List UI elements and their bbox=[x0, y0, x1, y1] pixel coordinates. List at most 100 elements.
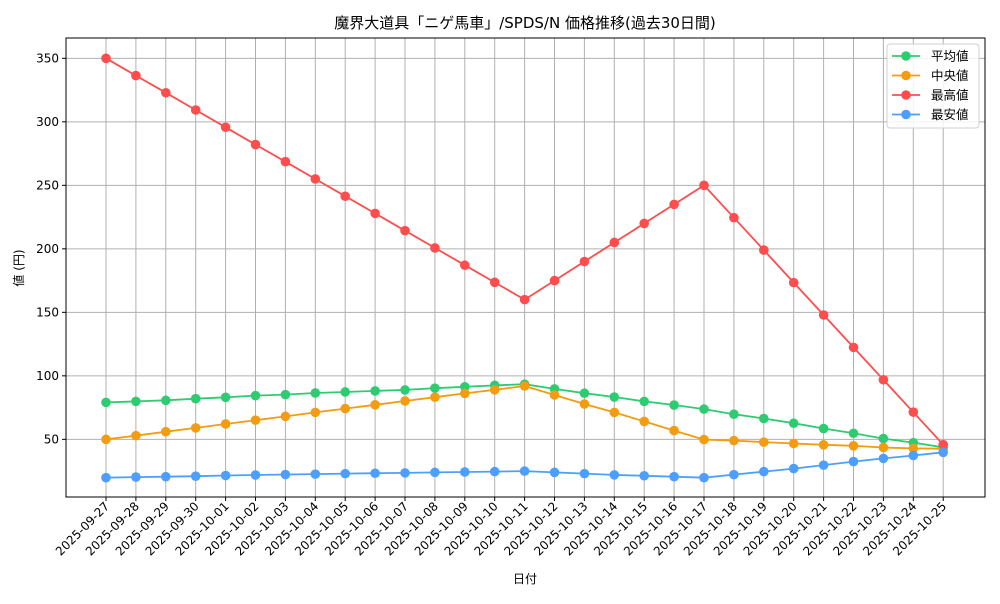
data-point-marker bbox=[220, 419, 231, 429]
data-point-marker bbox=[848, 342, 859, 353]
data-point-marker bbox=[190, 393, 201, 404]
data-point-marker bbox=[161, 426, 171, 437]
y-tick-label: 100 bbox=[36, 369, 59, 383]
data-point-marker bbox=[340, 387, 351, 397]
legend-marker-icon bbox=[901, 90, 911, 100]
data-point-marker bbox=[460, 467, 470, 477]
data-point-marker bbox=[460, 381, 470, 392]
data-point-marker bbox=[280, 411, 291, 422]
data-point-marker bbox=[609, 470, 620, 480]
data-point-marker bbox=[579, 399, 590, 409]
data-point-marker bbox=[400, 225, 410, 236]
data-point-marker bbox=[579, 468, 590, 479]
legend-marker-icon bbox=[901, 51, 911, 61]
data-point-marker bbox=[489, 466, 500, 477]
legend-label: 平均値 bbox=[931, 49, 969, 64]
data-point-marker bbox=[370, 208, 380, 219]
data-point-marker bbox=[788, 438, 799, 449]
data-point-marker bbox=[788, 418, 799, 429]
data-point-marker bbox=[519, 466, 530, 476]
y-axis-ticks: 50 100 150 200 250 300 350 bbox=[36, 51, 66, 446]
data-point-marker bbox=[460, 260, 470, 271]
data-point-marker bbox=[848, 428, 859, 439]
data-point-marker bbox=[878, 374, 889, 385]
data-point-marker bbox=[519, 381, 530, 391]
data-point-marker bbox=[489, 385, 500, 395]
data-point-marker bbox=[430, 392, 440, 402]
data-point-marker bbox=[639, 218, 649, 229]
y-tick-label: 300 bbox=[36, 115, 59, 129]
data-point-marker bbox=[938, 447, 948, 458]
legend-marker-icon bbox=[901, 70, 911, 81]
y-tick-label: 200 bbox=[36, 242, 59, 256]
data-point-marker bbox=[220, 392, 231, 403]
y-tick-label: 150 bbox=[36, 305, 59, 319]
data-point-marker bbox=[639, 416, 649, 427]
data-point-marker bbox=[878, 453, 889, 464]
data-point-marker bbox=[609, 237, 620, 248]
data-point-marker bbox=[340, 468, 351, 479]
data-point-marker bbox=[280, 156, 291, 167]
data-point-marker bbox=[340, 403, 351, 414]
data-point-marker bbox=[878, 433, 889, 444]
chart-title: 魔界大道具「ニゲ馬車」/SPDS/N 価格推移(過去30日間) bbox=[334, 14, 716, 32]
data-point-marker bbox=[131, 70, 141, 81]
data-point-marker bbox=[759, 413, 769, 424]
legend-box bbox=[886, 43, 980, 129]
series-2 bbox=[101, 53, 948, 450]
data-point-marker bbox=[101, 434, 111, 445]
data-point-marker bbox=[250, 415, 261, 425]
data-point-marker bbox=[489, 277, 500, 288]
data-point-marker bbox=[579, 256, 590, 267]
data-point-marker bbox=[609, 392, 620, 402]
data-point-marker bbox=[759, 466, 769, 477]
data-point-marker bbox=[131, 396, 141, 407]
data-point-marker bbox=[430, 383, 440, 393]
legend-marker-icon bbox=[901, 109, 911, 120]
data-point-marker bbox=[699, 434, 709, 445]
data-point-marker bbox=[729, 435, 739, 446]
data-point-marker bbox=[190, 105, 201, 115]
data-point-marker bbox=[639, 396, 649, 407]
series-3 bbox=[101, 447, 948, 483]
x-axis-ticks: 2025-09-272025-09-282025-09-292025-09-30… bbox=[53, 497, 949, 558]
data-point-marker bbox=[579, 388, 590, 399]
x-axis-label: 日付 bbox=[513, 572, 537, 586]
data-point-marker bbox=[699, 404, 709, 414]
y-tick-label: 350 bbox=[36, 51, 59, 65]
legend-label: 中央値 bbox=[931, 68, 969, 83]
data-point-marker bbox=[220, 122, 231, 133]
data-point-marker bbox=[101, 472, 111, 483]
data-point-marker bbox=[699, 180, 709, 191]
data-point-marker bbox=[818, 460, 829, 470]
data-point-marker bbox=[639, 470, 649, 481]
data-point-marker bbox=[161, 87, 171, 98]
data-point-marker bbox=[818, 310, 829, 320]
data-point-marker bbox=[729, 409, 739, 419]
plot-frame bbox=[65, 37, 986, 498]
data-point-marker bbox=[609, 407, 620, 418]
legend-label: 最高値 bbox=[931, 88, 969, 103]
data-point-marker bbox=[430, 243, 440, 253]
data-point-marker bbox=[280, 469, 291, 480]
series-lines bbox=[101, 53, 948, 483]
data-point-marker bbox=[669, 400, 679, 410]
data-point-marker bbox=[280, 389, 291, 400]
data-point-marker bbox=[908, 443, 919, 454]
data-point-marker bbox=[729, 212, 739, 223]
data-point-marker bbox=[818, 423, 829, 434]
y-tick-label: 50 bbox=[44, 432, 59, 446]
data-point-marker bbox=[370, 399, 380, 410]
data-point-marker bbox=[310, 388, 321, 398]
data-point-marker bbox=[848, 441, 859, 451]
data-point-marker bbox=[729, 469, 739, 480]
data-point-marker bbox=[190, 423, 201, 433]
data-point-marker bbox=[759, 437, 769, 447]
legend-label: 最安値 bbox=[931, 107, 969, 122]
data-point-marker bbox=[340, 191, 351, 202]
data-point-marker bbox=[669, 199, 679, 210]
data-point-marker bbox=[549, 390, 560, 400]
data-point-marker bbox=[370, 386, 380, 396]
data-point-marker bbox=[460, 388, 470, 399]
